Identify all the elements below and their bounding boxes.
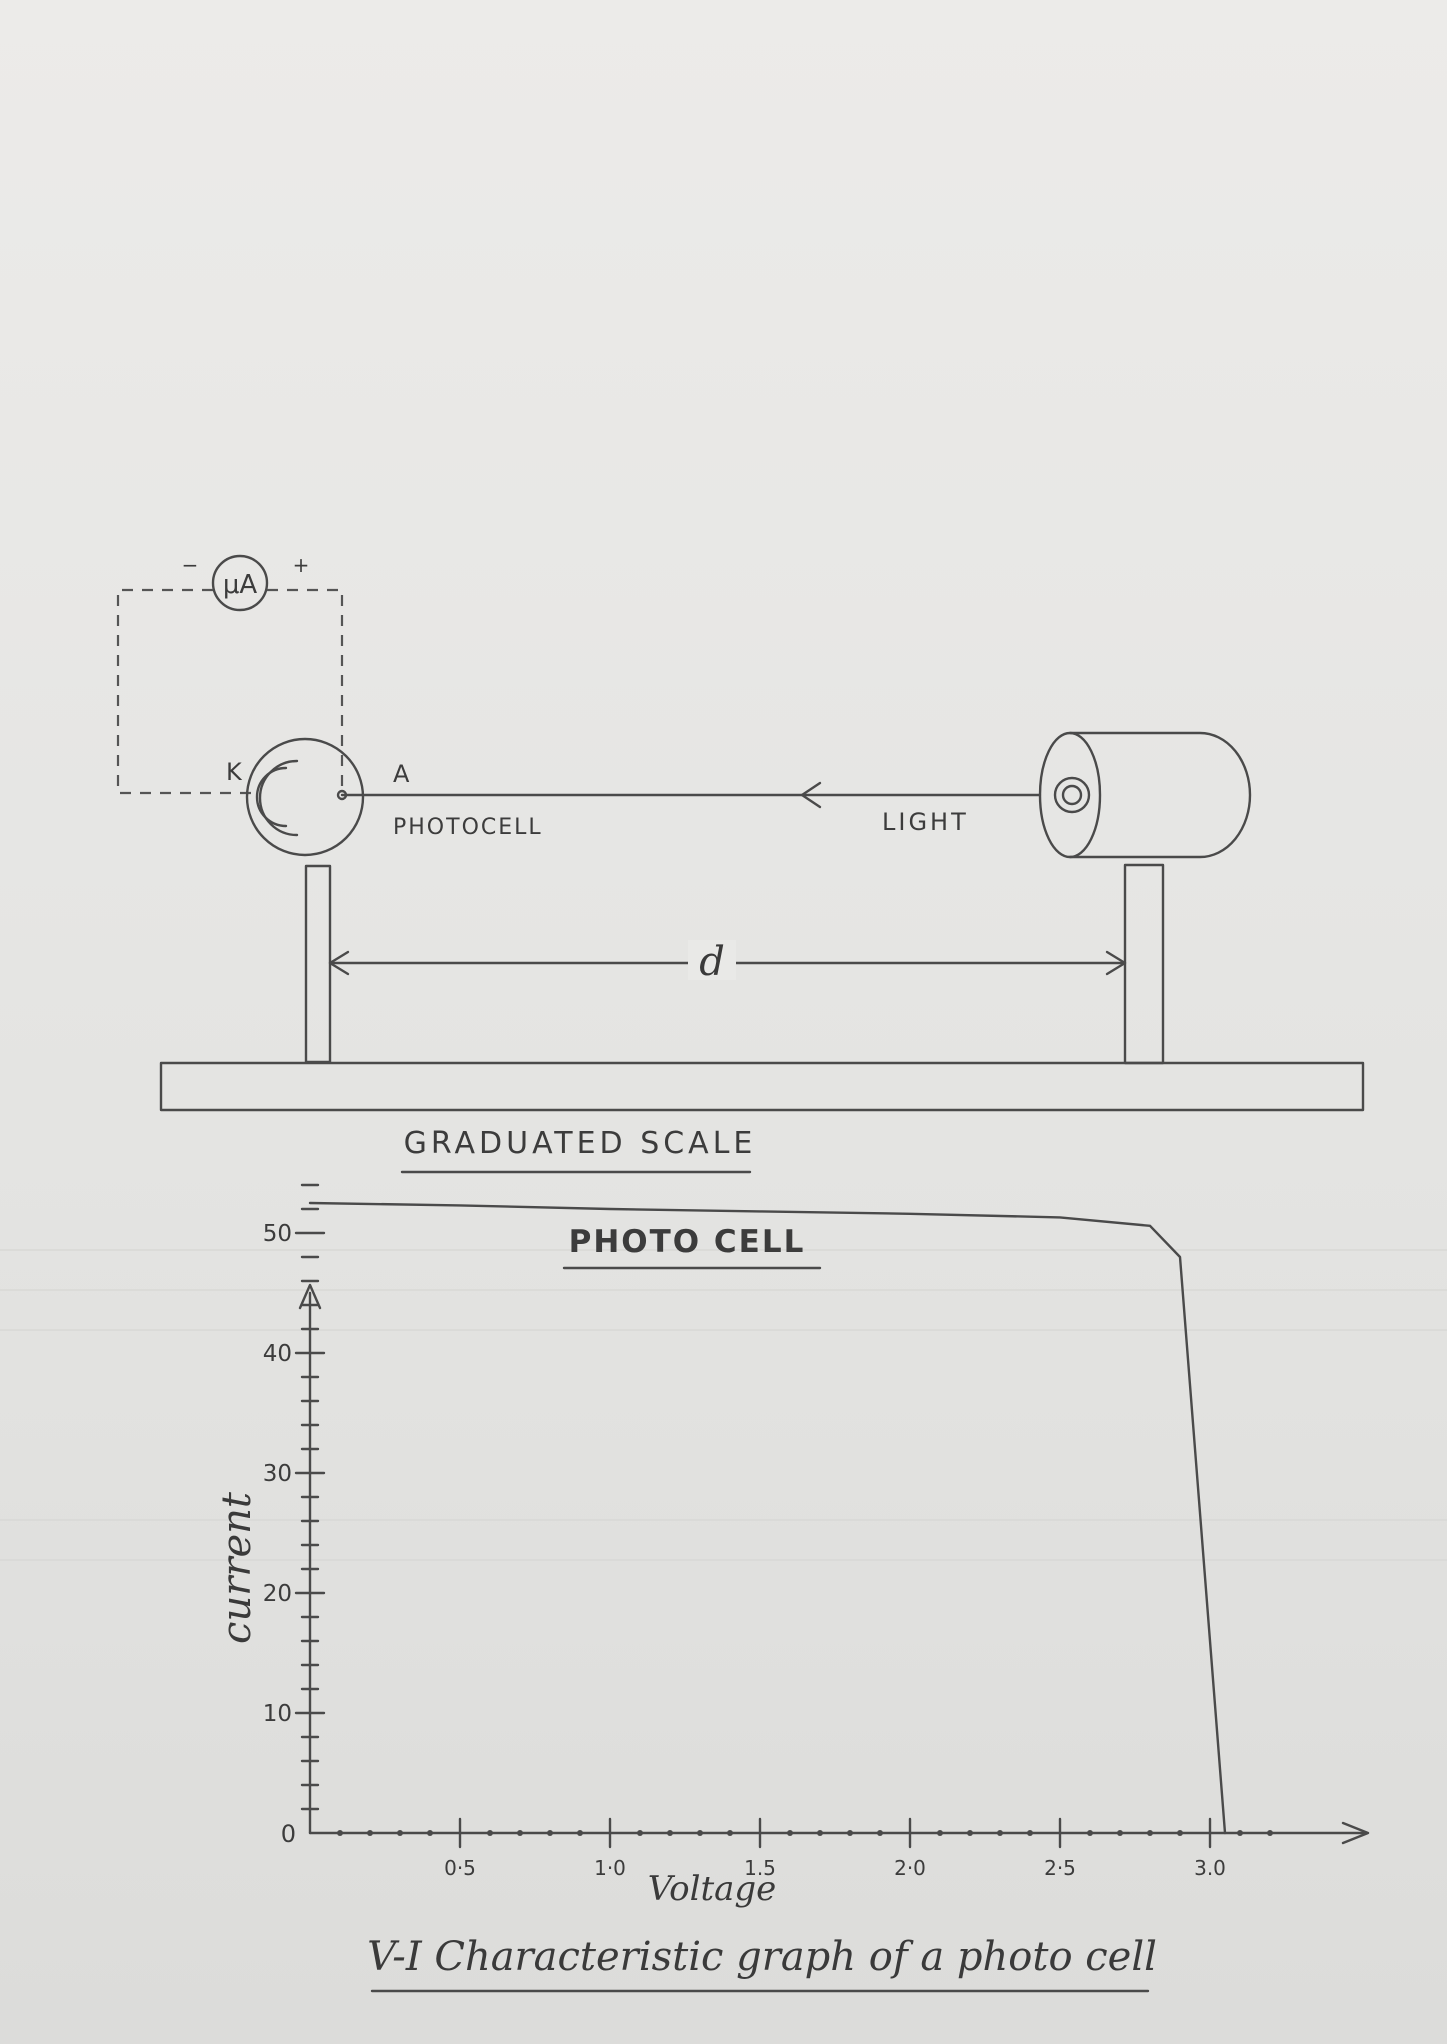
graph-caption: V-I Characteristic graph of a photo cell — [367, 1934, 1157, 1993]
lamp-stand — [1123, 863, 1165, 1065]
x-tick-label: 1·0 — [594, 1856, 626, 1880]
light-source — [1038, 731, 1252, 859]
x-tick-label: 1.5 — [744, 1856, 776, 1880]
x-tick-label: 2·5 — [1044, 1856, 1076, 1880]
microammeter-label: μA — [223, 570, 258, 600]
x-tick-minor — [427, 1830, 433, 1836]
x-tick-minor — [727, 1830, 733, 1836]
lamp-housing — [1068, 731, 1252, 859]
x-axis-title: Voltage — [648, 1869, 777, 1909]
section-title: PHOTO CELL — [569, 1224, 806, 1260]
photocell-stand — [304, 864, 332, 1064]
x-tick-minor — [397, 1830, 403, 1836]
x-tick-minor — [787, 1830, 793, 1836]
x-tick-minor — [667, 1830, 673, 1836]
photocell: K A PHOTOCELL — [226, 737, 543, 857]
circuit-wires — [116, 588, 344, 795]
y-ticks: 10 20 30 40 50 — [263, 1183, 326, 1811]
light-ray: LIGHT — [340, 781, 1042, 836]
section-heading: PHOTO CELL — [562, 1224, 822, 1270]
lamp-front-face — [1038, 731, 1102, 859]
y-tick-label: 40 — [263, 1341, 292, 1367]
wire-to-anode — [267, 588, 344, 793]
distance-marker: d — [328, 939, 1127, 985]
y-axis-title: current — [214, 1491, 260, 1644]
graduated-scale: GRADUATED SCALE — [159, 1061, 1365, 1174]
y-tick-label: 10 — [263, 1701, 292, 1727]
x-tick-minor — [1147, 1830, 1153, 1836]
cathode-label: K — [226, 758, 243, 786]
cathode-plate-inner — [255, 766, 288, 828]
lamp-aperture — [1053, 776, 1091, 814]
x-tick-minor — [487, 1830, 493, 1836]
lamp-filament — [1061, 784, 1083, 806]
x-tick-minor — [1117, 1830, 1123, 1836]
x-tick-minor — [1087, 1830, 1093, 1836]
cathode-plate — [258, 759, 299, 837]
graduated-scale-label: GRADUATED SCALE — [404, 1126, 757, 1161]
x-tick-minor — [337, 1830, 343, 1836]
x-tick-minor — [697, 1830, 703, 1836]
x-axis-arrowhead — [1341, 1821, 1370, 1845]
graduated-scale-bar — [159, 1061, 1365, 1112]
y-tick-label: 50 — [263, 1221, 292, 1247]
distance-label-gap — [688, 940, 736, 980]
distance-arrow-left — [328, 950, 350, 976]
microammeter-plus-sign: + — [293, 553, 310, 577]
microammeter-minus-sign: − — [182, 553, 199, 577]
distance-arrow-right — [1105, 950, 1127, 976]
x-tick-minor — [1027, 1830, 1033, 1836]
x-tick-label: 2·0 — [894, 1856, 926, 1880]
distance-label: d — [699, 939, 725, 985]
microammeter: μA − + — [182, 553, 310, 612]
photocell-bulb — [245, 737, 365, 857]
x-ticks: 0·5 1·0 1.5 2·0 2·5 3.0 — [337, 1817, 1273, 1880]
x-tick-minor — [577, 1830, 583, 1836]
x-tick-minor — [517, 1830, 523, 1836]
y-tick-label: 30 — [263, 1461, 292, 1487]
x-tick-minor — [967, 1830, 973, 1836]
wire-to-cathode — [116, 588, 258, 795]
x-tick-minor — [1267, 1830, 1273, 1836]
x-tick-minor — [547, 1830, 553, 1836]
x-tick-minor — [877, 1830, 883, 1836]
x-tick-minor — [637, 1830, 643, 1836]
x-tick-label: 3.0 — [1194, 1856, 1226, 1880]
photocell-label: PHOTOCELL — [393, 815, 543, 840]
microammeter-circle — [211, 554, 269, 612]
x-tick-minor — [817, 1830, 823, 1836]
x-tick-label: 0·5 — [444, 1856, 476, 1880]
photocell-setup-diagram: μA − + K A PHOTOCELL — [116, 553, 1365, 1174]
y-axis-arrowhead — [298, 1283, 322, 1310]
series-line-current-vs-voltage — [308, 1201, 1227, 1835]
origin-label: 0 — [281, 1820, 296, 1848]
light-label: LIGHT — [882, 808, 969, 836]
light-ray-arrowhead — [800, 781, 822, 809]
x-tick-minor — [1177, 1830, 1183, 1836]
x-tick-minor — [367, 1830, 373, 1836]
anode-label: A — [393, 760, 410, 788]
x-tick-minor — [997, 1830, 1003, 1836]
x-tick-minor — [937, 1830, 943, 1836]
x-tick-minor — [1237, 1830, 1243, 1836]
ruled-lines — [0, 1249, 1447, 1561]
x-tick-minor — [847, 1830, 853, 1836]
graph-title: V-I Characteristic graph of a photo cell — [367, 1934, 1157, 1980]
y-tick-label: 20 — [263, 1581, 292, 1607]
